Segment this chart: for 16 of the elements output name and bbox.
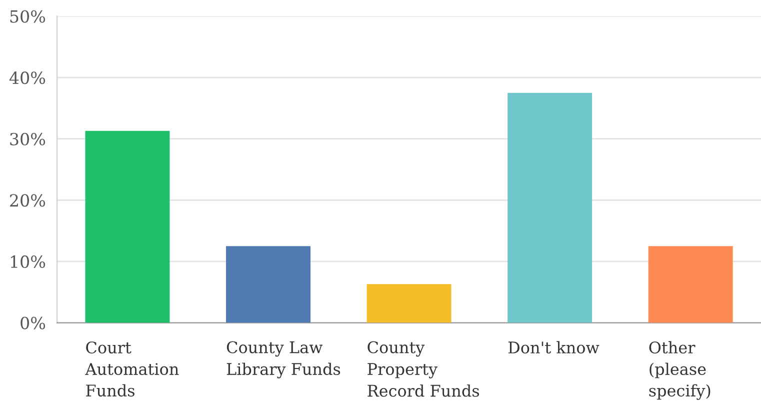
- y-tick-label: 20%: [10, 194, 46, 207]
- x-tick-label: Don't know: [508, 341, 600, 354]
- bar: [508, 92, 592, 323]
- y-tick-label: 0%: [20, 316, 46, 330]
- y-tick-label: 10%: [10, 255, 46, 268]
- bar: [226, 246, 310, 323]
- x-tick-label: Other (please specify): [649, 341, 710, 400]
- bar: [648, 246, 733, 323]
- y-tick-label: 50%: [10, 10, 46, 23]
- y-tick-label: 40%: [9, 72, 46, 84]
- bar: [366, 284, 452, 323]
- y-tick-label: 30%: [10, 132, 46, 146]
- bar: [85, 130, 170, 323]
- x-tick-label: County Law Library Funds: [226, 341, 340, 378]
- x-tick-label: Court Automation Funds: [85, 341, 179, 397]
- x-tick-label: County Property Record Funds: [368, 341, 480, 397]
